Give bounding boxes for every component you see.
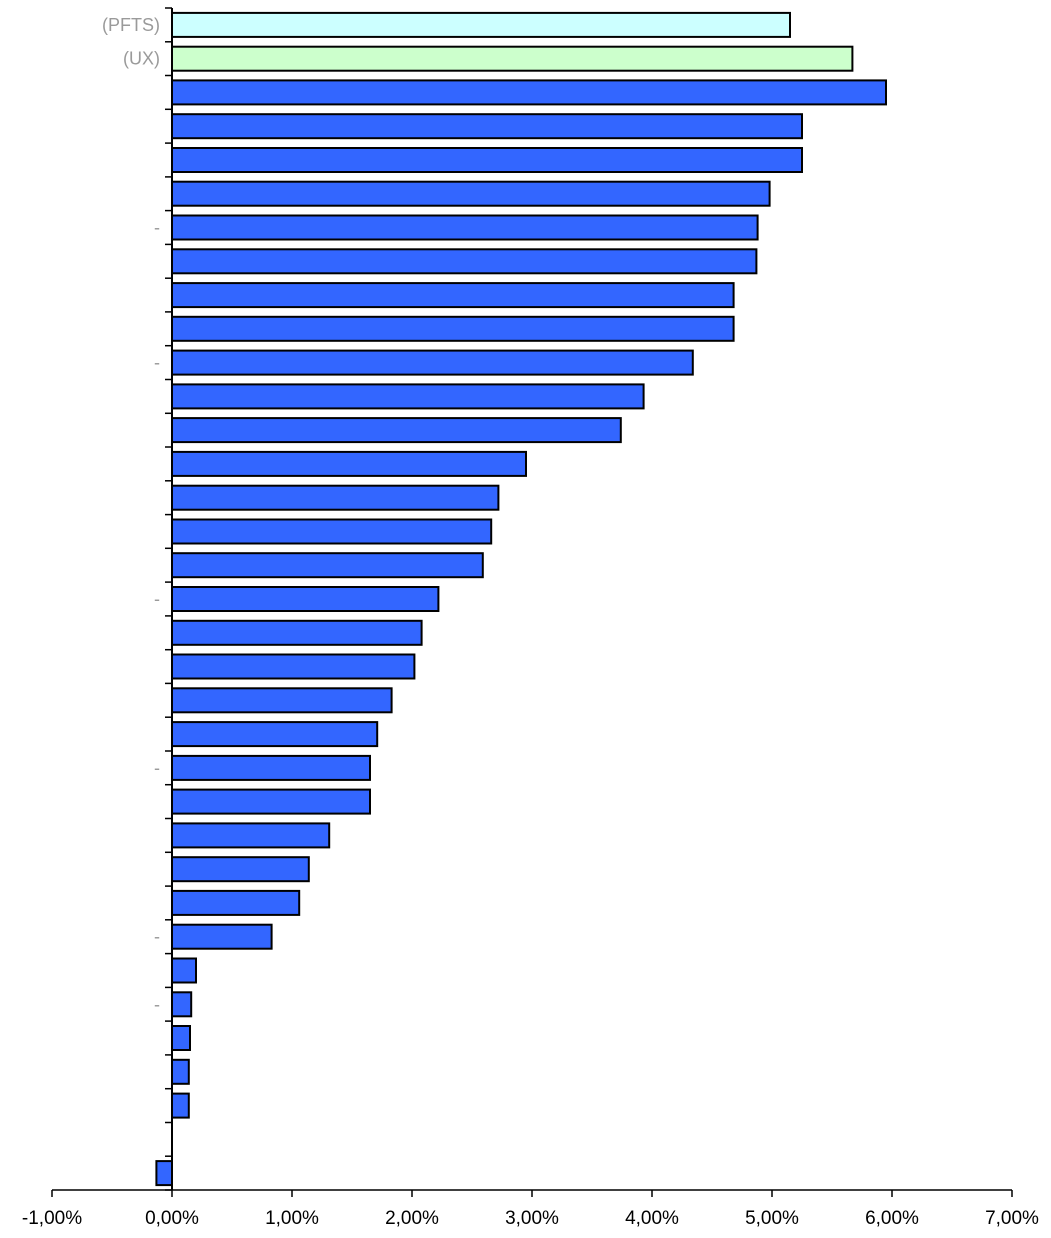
bar xyxy=(171,552,484,579)
x-tick-label: 5,00% xyxy=(745,1208,799,1229)
x-tick-label: 2,00% xyxy=(385,1208,439,1229)
bar xyxy=(171,991,193,1018)
bar xyxy=(171,349,694,376)
bar xyxy=(171,586,440,612)
bar xyxy=(171,889,301,916)
x-tick-label: 6,00% xyxy=(865,1208,919,1229)
bar xyxy=(171,619,423,646)
bar xyxy=(171,1025,191,1051)
bar xyxy=(171,518,493,545)
bar xyxy=(171,1058,190,1085)
bar xyxy=(171,450,527,477)
category-label: - xyxy=(154,353,160,373)
category-label: - xyxy=(154,758,160,778)
bar xyxy=(171,721,379,748)
bar xyxy=(171,1092,190,1119)
bar xyxy=(171,957,197,984)
bar xyxy=(171,11,791,38)
x-tick-label: 1,00% xyxy=(265,1208,319,1229)
x-tick-label: 4,00% xyxy=(625,1208,679,1229)
category-label: (PFTS) xyxy=(102,15,160,35)
bar xyxy=(171,856,310,883)
bar xyxy=(171,687,393,714)
bar xyxy=(171,45,854,72)
bar xyxy=(171,113,803,140)
bar xyxy=(171,214,759,241)
category-label: - xyxy=(154,994,160,1014)
bar xyxy=(171,788,371,815)
bar xyxy=(171,754,371,781)
bar xyxy=(171,417,622,444)
bar xyxy=(171,79,887,106)
bar xyxy=(171,248,758,275)
category-label: - xyxy=(154,589,160,609)
bar xyxy=(171,923,273,950)
bar xyxy=(171,484,500,511)
category-label: - xyxy=(154,927,160,947)
category-label: - xyxy=(154,218,160,238)
category-label: (UX) xyxy=(123,49,160,69)
bar xyxy=(171,383,645,410)
x-tick-label: 7,00% xyxy=(985,1208,1039,1229)
bar xyxy=(171,282,735,309)
bar xyxy=(171,180,771,207)
bar xyxy=(171,147,803,173)
x-tick-label: 0,00% xyxy=(145,1208,199,1229)
bar xyxy=(171,315,735,342)
x-tick-label: -1,00% xyxy=(22,1208,82,1229)
x-tick-label: 3,00% xyxy=(505,1208,559,1229)
bar xyxy=(155,1160,173,1187)
bar xyxy=(171,822,331,849)
bar xyxy=(171,653,416,680)
